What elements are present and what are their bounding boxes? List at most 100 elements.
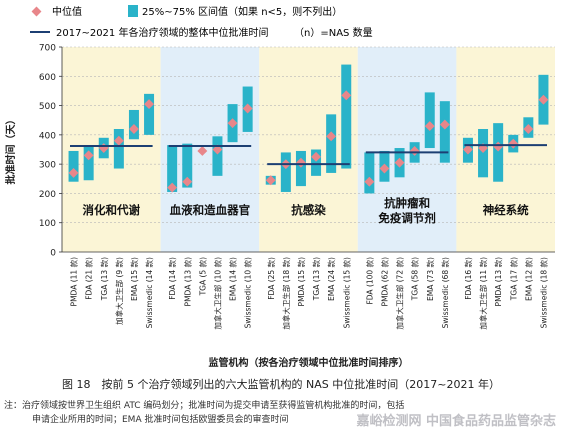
median-marker <box>493 141 504 152</box>
iqr-bar <box>144 93 155 135</box>
median-marker <box>538 94 549 105</box>
x-tick-label: Swissmedic (18 款) <box>538 257 548 328</box>
median-marker <box>144 99 154 110</box>
y-tick-label: 100 <box>39 219 56 229</box>
iqr-bar <box>212 136 223 176</box>
legend-median-label: 中位值 <box>52 5 82 18</box>
iqr-bar <box>280 152 291 192</box>
x-tick-label: Swissmedic (14 款) <box>144 257 154 328</box>
median-marker <box>508 138 519 149</box>
iqr-bar <box>83 145 94 181</box>
iqr-bar <box>341 64 352 169</box>
median-marker <box>242 103 253 114</box>
x-tick-label: Swissmedic (15 款) <box>341 257 351 328</box>
iqr-bar <box>326 114 337 173</box>
panel-title: 抗感染 <box>291 203 326 217</box>
iqr-bar <box>295 150 306 187</box>
x-tick-label: TGA (13 款) <box>99 257 109 301</box>
boxplot-chart: 0 100 200 300 400 500 600 700 PMDA (11 款) FDA (2… <box>4 44 555 369</box>
panel-background <box>62 47 161 252</box>
x-tick-label: TGA (58 款) <box>410 257 420 301</box>
x-tick-label: 加拿大卫生部 (10 款) <box>212 257 222 330</box>
iqr-bar <box>439 101 450 163</box>
x-tick-label: EMA (73 款) <box>425 257 435 301</box>
y-tick-label: 400 <box>39 131 56 141</box>
median-marker <box>296 157 306 168</box>
median-marker <box>326 131 337 142</box>
iqr-bar <box>311 149 322 176</box>
median-marker <box>113 135 124 146</box>
iqr-bar <box>167 145 178 192</box>
chart-legend: 中位值 25%~75% 区间值（如果 n<5，则不列出） 2017~2021 年… <box>30 5 373 39</box>
median-marker <box>379 163 390 174</box>
iqr-bar <box>493 123 504 182</box>
median-marker <box>364 176 375 187</box>
x-tick-label: PMDA (13 款) <box>493 257 503 307</box>
y-tick-label: 600 <box>39 73 56 83</box>
legend-n-label: （n）=NAS 数量 <box>294 26 373 39</box>
y-tick-label: 300 <box>39 161 56 171</box>
median-marker <box>68 167 79 178</box>
median-marker <box>265 175 276 186</box>
x-tick-label: FDA (14 款) <box>167 257 177 300</box>
figure-caption: 图 18 按前 5 个治疗领域列出的六大监管机构的 NAS 中位批准时间（201… <box>62 378 500 391</box>
figure-note-line-2: 申请企业所用的时间；EMA 批准时间包括欧盟委员会的审查时间 <box>32 415 289 425</box>
panel-title: 免疫调节剂 <box>378 211 436 225</box>
x-tick-label: PMDA (15 款) <box>296 257 306 307</box>
median-marker <box>227 118 238 129</box>
median-marker <box>409 146 420 156</box>
median-marker <box>463 144 473 155</box>
median-marker <box>197 146 208 156</box>
watermark: 嘉峪检测网 中国食品药品监管杂志 <box>356 414 556 429</box>
median-marker <box>394 157 405 168</box>
panel-title: 消化和代谢 <box>83 203 141 217</box>
x-tick-label: EMA (24 款) <box>326 257 336 301</box>
x-tick-label: PMDA (11 款) <box>69 257 79 307</box>
panel-title: 抗肿瘤和 <box>384 196 430 210</box>
x-tick-label: FDA (16 款) <box>463 257 473 300</box>
iqr-bar <box>424 92 435 149</box>
iqr-bar <box>364 152 375 194</box>
legend-overall-label: 2017~2021 年各治疗领域的整体中位批准时间 <box>56 26 268 39</box>
median-marker <box>129 124 139 134</box>
iqr-bar <box>68 150 79 182</box>
x-axis-title: 监管机构（按各治疗领域中位批准时间排序） <box>209 356 409 369</box>
x-tick-label: EMA (12 款) <box>523 257 533 301</box>
x-tick-label: PMDA (62 款) <box>379 257 389 307</box>
y-axis-title: 批准时间（天） <box>4 115 17 185</box>
x-tick-label: PMDA (13 款) <box>182 257 192 307</box>
x-tick-label: 加拿大卫生部 (11 款) <box>478 257 488 330</box>
x-tick-label: 加拿大卫生部 (9 款) <box>114 257 124 325</box>
x-tick-label: TGA (13 款) <box>311 257 321 301</box>
median-marker <box>523 124 534 134</box>
iqr-bar <box>478 129 489 178</box>
median-marker <box>311 151 321 162</box>
x-tick-label: FDA (100 款) <box>364 257 374 305</box>
legend-iqr-swatch <box>128 5 138 17</box>
y-tick-label: 500 <box>39 102 56 112</box>
median-marker <box>167 182 178 193</box>
iqr-bar <box>113 129 124 169</box>
y-tick-label: 700 <box>39 44 56 54</box>
panel-title: 神经系统 <box>483 203 529 217</box>
x-tick-label: FDA (25 款) <box>266 257 276 300</box>
median-marker <box>83 150 94 161</box>
x-tick-label: Swissmedic (68 款) <box>440 257 450 328</box>
x-tick-label: EMA (14 款) <box>228 257 238 301</box>
x-tick-label: 加拿大卫生部 (72 款) <box>395 257 405 330</box>
median-marker <box>182 176 193 187</box>
y-tick-label: 0 <box>50 249 56 259</box>
x-tick-label: Swissmedic (10 款) <box>243 257 253 328</box>
x-tick-label: FDA (21 款) <box>84 257 94 300</box>
x-tick-label: EMA (15 款) <box>129 257 139 301</box>
legend-iqr-label: 25%~75% 区间值（如果 n<5，则不列出） <box>142 5 342 18</box>
x-tick-label: 加拿大卫生部 (18 款) <box>281 257 291 330</box>
x-tick-label: TGA (17 款) <box>508 257 518 301</box>
y-tick-label: 200 <box>39 190 56 200</box>
median-marker <box>212 144 223 155</box>
iqr-bar <box>182 143 193 188</box>
figure-note-line-1: 注：治疗领域按世界卫生组织 ATC 编码划分；批准时间为提交申请至获得监管机构批… <box>4 401 405 411</box>
legend-median-marker <box>31 6 42 17</box>
panel-title: 血液和造血器官 <box>170 203 251 217</box>
x-tick-label: TGA (5 款) <box>197 257 207 296</box>
